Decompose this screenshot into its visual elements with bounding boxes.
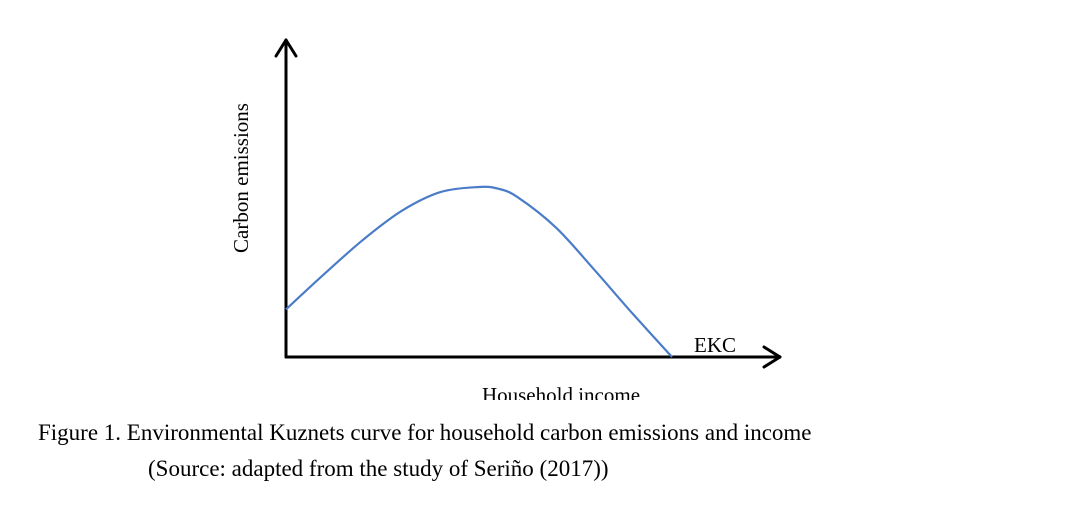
figure-caption-source: (Source: adapted from the study of Seriñ…: [148, 456, 609, 481]
series-line-ekc: [285, 185, 673, 358]
figure-caption: Figure 1. Environmental Kuznets curve fo…: [38, 420, 812, 445]
x-axis-label: Household income: [482, 383, 640, 400]
y-axis-arrow: [274, 38, 298, 58]
ekc-chart: EKC Carbon emissions Household income: [229, 38, 782, 400]
x-axis-arrow: [762, 345, 782, 369]
series-layer: EKC: [285, 185, 736, 358]
y-axis-label: Carbon emissions: [229, 103, 253, 253]
series-label-ekc: EKC: [694, 333, 736, 357]
